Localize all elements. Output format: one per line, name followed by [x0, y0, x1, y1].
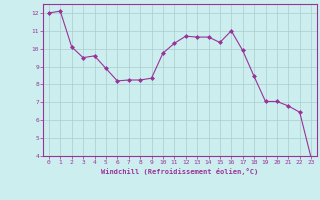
X-axis label: Windchill (Refroidissement éolien,°C): Windchill (Refroidissement éolien,°C) [101, 168, 259, 175]
